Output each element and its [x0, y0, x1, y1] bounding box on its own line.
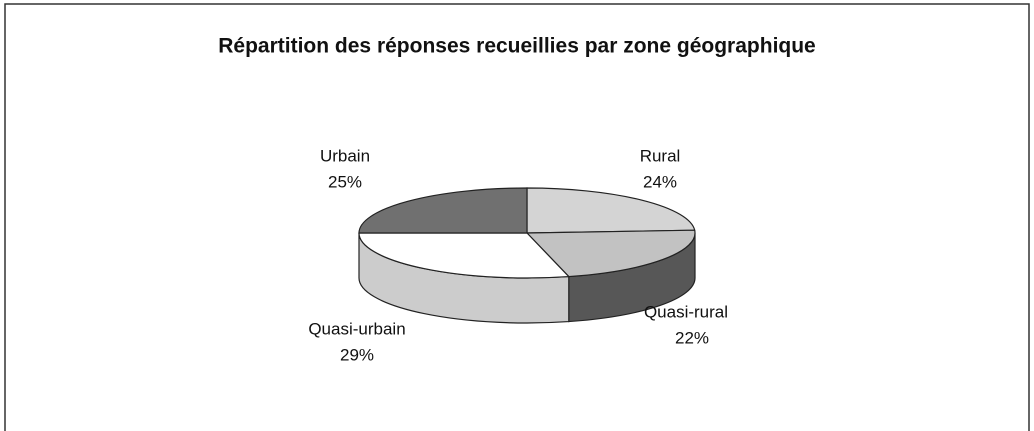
pie-slice — [525, 229, 696, 278]
slice-value-label: 22% — [675, 328, 709, 347]
slice-label: Quasi-urbain — [308, 319, 405, 338]
chart-title: Répartition des réponses recueillies par… — [218, 35, 816, 58]
pie-slice — [358, 187, 528, 234]
pie-slice — [358, 232, 571, 279]
slice-value-label: 25% — [328, 172, 362, 191]
pie-slice — [526, 187, 696, 234]
slice-value-label: 24% — [643, 172, 677, 191]
slice-label: Urbain — [320, 146, 370, 165]
slice-label: Rural — [640, 146, 681, 165]
slice-value-label: 29% — [340, 345, 374, 364]
slice-label: Quasi-rural — [644, 302, 728, 321]
